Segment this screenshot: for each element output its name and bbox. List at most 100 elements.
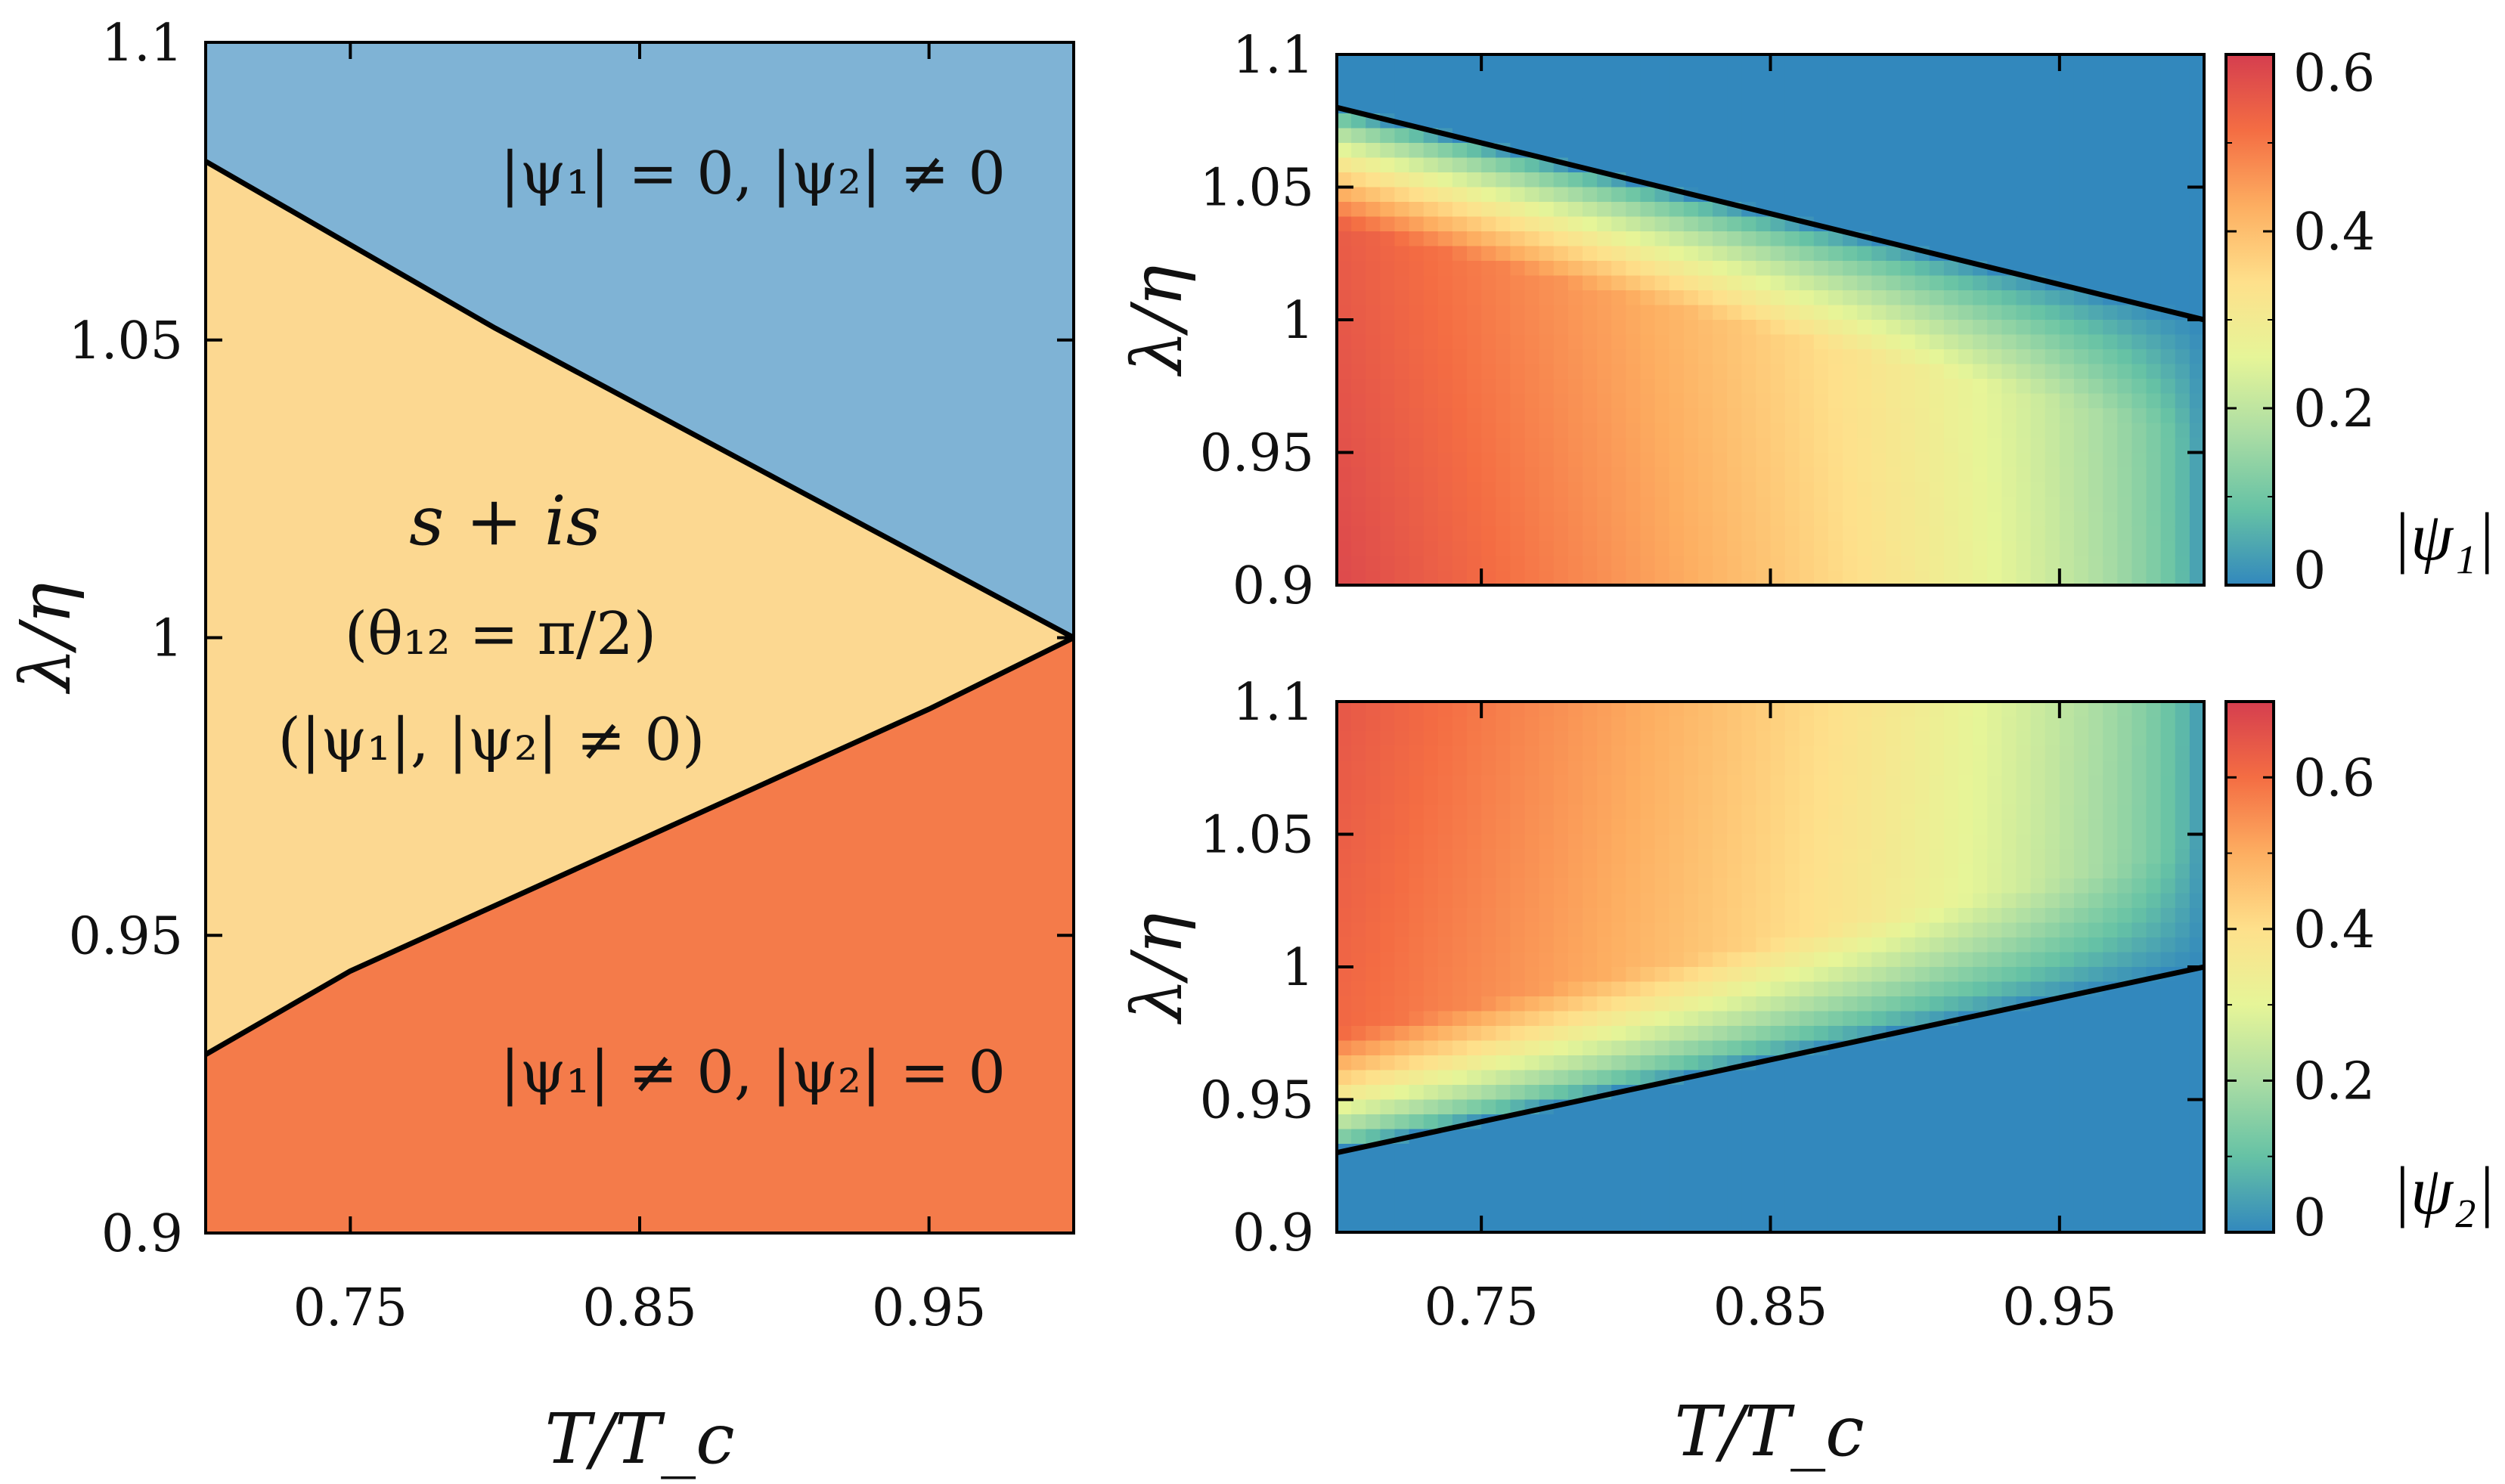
heatmap-cell: [1496, 967, 1511, 983]
heatmap-cell: [1654, 438, 1670, 454]
heatmap-cell: [1914, 1173, 1930, 1189]
heatmap-cell: [1366, 1070, 1381, 1086]
heatmap-cell: [1886, 556, 1902, 572]
heatmap-cell: [1857, 84, 1873, 100]
heatmap-cell: [2045, 364, 2060, 380]
heatmap-cell: [2103, 423, 2119, 438]
heatmap-cell: [1987, 202, 2003, 218]
heatmap-cell: [2131, 1040, 2147, 1056]
heatmap-cell: [1929, 804, 1945, 820]
heatmap-cell: [1697, 1129, 1714, 1145]
heatmap-cell: [2103, 1040, 2119, 1056]
heatmap-cell: [1654, 570, 1670, 585]
heatmap-cell: [2059, 937, 2075, 953]
heatmap-cell: [2088, 320, 2104, 336]
heatmap-cell: [1900, 334, 1916, 350]
heatmap-cell: [2146, 775, 2162, 791]
heatmap-cell: [1987, 1188, 2003, 1204]
heatmap-cell: [2073, 482, 2090, 497]
heatmap-cell: [1351, 84, 1367, 100]
heatmap-cell: [2088, 467, 2104, 483]
heatmap-cell: [1756, 157, 1772, 173]
heatmap-cell: [1380, 1026, 1396, 1042]
heatmap-cell: [1943, 1099, 1960, 1115]
heatmap-cell: [2016, 84, 2032, 100]
heatmap-cell: [1524, 1114, 1540, 1130]
heatmap-cell: [1871, 1070, 1887, 1086]
heatmap-cell: [1886, 819, 1902, 835]
heatmap-cell: [1929, 908, 1945, 924]
heatmap-cell: [2146, 1011, 2162, 1027]
heatmap-cell: [1669, 775, 1685, 791]
heatmap-cell: [2103, 1158, 2119, 1174]
heatmap-cell: [2045, 893, 2060, 909]
heatmap-cell: [1900, 1099, 1916, 1115]
heatmap-cell: [2131, 556, 2147, 572]
heatmap-cell: [1481, 775, 1497, 791]
heatmap-cell: [1973, 996, 1989, 1012]
heatmap-cell: [2117, 1026, 2133, 1042]
heatmap-cell: [1799, 467, 1815, 483]
heatmap-cell: [1727, 1173, 1743, 1189]
heatmap-cell: [1582, 84, 1598, 100]
heatmap-cell: [1973, 143, 1989, 159]
heatmap-cell: [2160, 1085, 2176, 1101]
heatmap-cell: [2160, 996, 2176, 1012]
heatmap-cell: [1467, 702, 1483, 717]
heatmap-cell: [1784, 804, 1800, 820]
heatmap-cell: [1958, 452, 1974, 468]
heatmap-cell: [1929, 349, 1945, 365]
heatmap-cell: [2189, 834, 2204, 850]
heatmap-cell: [1756, 981, 1772, 997]
heatmap-cell: [2045, 497, 2060, 513]
heatmap-cell: [1351, 231, 1367, 247]
heatmap-cell: [1914, 556, 1930, 572]
heatmap-cell: [2088, 731, 2104, 747]
heatmap-cell: [1539, 497, 1555, 513]
heatmap-cell: [2117, 231, 2133, 247]
heatmap-cell: [1380, 408, 1396, 424]
heatmap-cell: [2001, 1040, 2017, 1056]
heatmap-cell: [1337, 804, 1353, 820]
heatmap-cell: [1770, 393, 1786, 409]
heatmap-cell: [1567, 379, 1583, 395]
heatmap-cell: [2045, 246, 2060, 262]
heatmap-cell: [1813, 775, 1829, 791]
heatmap-cell: [2160, 716, 2176, 732]
heatmap-cell: [2059, 834, 2075, 850]
heatmap-cell: [1567, 745, 1583, 761]
heatmap-cell: [1394, 526, 1410, 542]
heatmap-cell: [1914, 98, 1930, 114]
heatmap-cell: [1943, 290, 1960, 306]
heatmap-cell: [1394, 187, 1410, 203]
heatmap-cell: [2189, 804, 2204, 820]
heatmap-cell: [1467, 231, 1483, 247]
heatmap-cell: [1553, 702, 1569, 717]
heatmap-cell: [1784, 364, 1800, 380]
heatmap-cell: [1828, 908, 1844, 924]
heatmap-cell: [2016, 275, 2032, 291]
heatmap-cell: [2103, 570, 2119, 585]
heatmap-cell: [1366, 819, 1381, 835]
heatmap-cell: [2189, 275, 2204, 291]
heatmap-cell: [1713, 320, 1728, 336]
heatmap-cell: [2073, 231, 2090, 247]
heatmap-cell: [1914, 996, 1930, 1012]
heatmap-cell: [1973, 128, 1989, 144]
heatmap-cell: [1567, 202, 1583, 218]
heatmap-cell: [1496, 231, 1511, 247]
heatmap-cell: [1524, 556, 1540, 572]
heatmap-cell: [1943, 1114, 1960, 1130]
heatmap-cell: [1452, 790, 1468, 806]
heatmap-cell: [1351, 702, 1367, 717]
heatmap-cell: [1828, 981, 1844, 997]
heatmap-cell: [1582, 1011, 1598, 1027]
heatmap-cell: [1669, 1099, 1685, 1115]
heatmap-cell: [1813, 981, 1829, 997]
heatmap-cell: [1741, 231, 1757, 247]
heatmap-cell: [1973, 349, 1989, 365]
heatmap-cell: [2117, 202, 2133, 218]
heatmap-cell: [1727, 231, 1743, 247]
heatmap-cell: [2117, 731, 2133, 747]
heatmap-cell: [1394, 922, 1410, 938]
